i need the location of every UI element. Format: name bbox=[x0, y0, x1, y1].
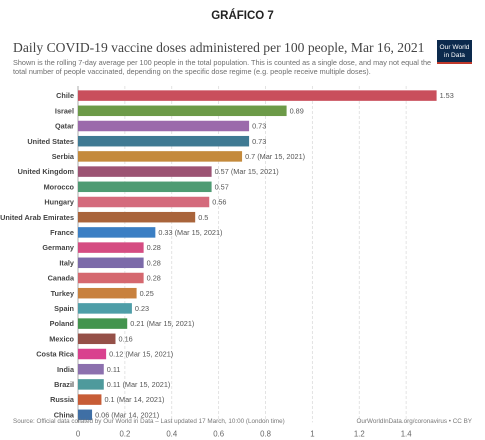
value-label: 0.16 bbox=[119, 334, 133, 343]
value-label: 0.57 (Mar 15, 2021) bbox=[215, 167, 279, 176]
bar bbox=[78, 257, 144, 269]
bar bbox=[78, 135, 250, 147]
bar bbox=[78, 363, 104, 375]
category-label: Costa Rica bbox=[36, 350, 75, 359]
category-label: Italy bbox=[59, 258, 75, 267]
category-label: Brazil bbox=[54, 380, 74, 389]
x-tick-label: 0 bbox=[76, 429, 81, 438]
category-label: Qatar bbox=[55, 122, 74, 131]
category-label: United Arab Emirates bbox=[0, 213, 74, 222]
category-label: United States bbox=[27, 137, 74, 146]
value-label: 0.11 (Mar 15, 2021) bbox=[107, 380, 171, 389]
value-label: 0.28 bbox=[147, 258, 161, 267]
bar bbox=[78, 379, 104, 390]
bar bbox=[78, 227, 156, 238]
value-label: 0.33 (Mar 15, 2021) bbox=[158, 228, 222, 237]
value-label: 0.89 bbox=[290, 106, 304, 115]
logo-line-2: in Data bbox=[444, 51, 465, 59]
bar bbox=[78, 90, 437, 101]
source-note: Source: Official data collated by Our Wo… bbox=[13, 418, 285, 425]
chart-title: Daily COVID-19 vaccine doses administere… bbox=[13, 40, 425, 55]
value-label: 0.1 (Mar 14, 2021) bbox=[104, 395, 164, 404]
bar bbox=[78, 348, 107, 360]
category-label: Hungary bbox=[44, 198, 75, 207]
owid-logo[interactable]: Our World in Data bbox=[437, 40, 472, 64]
bar bbox=[78, 272, 144, 284]
category-label: Russia bbox=[50, 395, 75, 404]
value-label: 0.73 bbox=[252, 137, 266, 146]
category-label: Serbia bbox=[52, 152, 75, 161]
value-label: 0.5 bbox=[198, 213, 208, 222]
bar bbox=[78, 318, 128, 329]
x-tick-label: 1.4 bbox=[401, 429, 413, 438]
value-label: 0.12 (Mar 15, 2021) bbox=[109, 350, 173, 359]
x-tick-label: 1 bbox=[310, 429, 314, 438]
bar bbox=[78, 303, 132, 314]
category-label: France bbox=[50, 228, 74, 237]
bar bbox=[78, 409, 93, 421]
category-label: India bbox=[57, 365, 75, 374]
bar bbox=[78, 333, 116, 345]
x-tick-label: 0.6 bbox=[213, 429, 224, 438]
value-label: 0.23 bbox=[135, 304, 149, 313]
value-label: 0.57 bbox=[215, 182, 229, 191]
value-label: 0.11 bbox=[107, 365, 121, 374]
x-tick-label: 0.2 bbox=[119, 429, 130, 438]
bar bbox=[78, 181, 212, 193]
category-label: Turkey bbox=[51, 289, 75, 298]
bar bbox=[78, 105, 287, 117]
bar bbox=[78, 242, 144, 253]
x-tick-label: 0.4 bbox=[166, 429, 178, 438]
bar bbox=[78, 211, 196, 223]
category-label: Spain bbox=[54, 304, 74, 313]
value-label: 0.25 bbox=[140, 289, 154, 298]
bar bbox=[78, 120, 250, 132]
value-label: 0.7 (Mar 15, 2021) bbox=[245, 152, 305, 161]
value-label: 0.28 bbox=[147, 274, 161, 283]
category-label: Poland bbox=[50, 319, 74, 328]
bar bbox=[78, 394, 102, 405]
bar bbox=[78, 166, 212, 177]
chart-subtitle: Shown is the rolling 7-day average per 1… bbox=[13, 58, 432, 77]
figure-heading: GRÁFICO 7 bbox=[211, 10, 274, 22]
value-label: 0.73 bbox=[252, 122, 266, 131]
category-label: Germany bbox=[42, 243, 75, 252]
bar bbox=[78, 151, 243, 162]
value-label: 1.53 bbox=[440, 91, 454, 100]
category-label: Canada bbox=[48, 274, 75, 283]
value-label: 0.56 bbox=[212, 198, 226, 207]
x-tick-label: 1.2 bbox=[354, 429, 365, 438]
x-tick-label: 0.8 bbox=[260, 429, 271, 438]
value-label: 0.28 bbox=[147, 243, 161, 252]
bar bbox=[78, 287, 137, 299]
logo-line-1: Our World bbox=[439, 44, 470, 51]
value-label: 0.21 (Mar 15, 2021) bbox=[130, 319, 194, 328]
category-label: Chile bbox=[56, 91, 74, 100]
category-label: Israel bbox=[55, 106, 74, 115]
source-url[interactable]: OurWorldInData.org/coronavirus • CC BY bbox=[356, 418, 472, 425]
category-label: China bbox=[54, 410, 75, 419]
category-label: United Kingdom bbox=[18, 167, 75, 176]
category-label: Mexico bbox=[49, 334, 74, 343]
category-label: Morocco bbox=[44, 182, 75, 191]
bar bbox=[78, 196, 210, 208]
value-label: 0.06 (Mar 14, 2021) bbox=[95, 410, 159, 419]
